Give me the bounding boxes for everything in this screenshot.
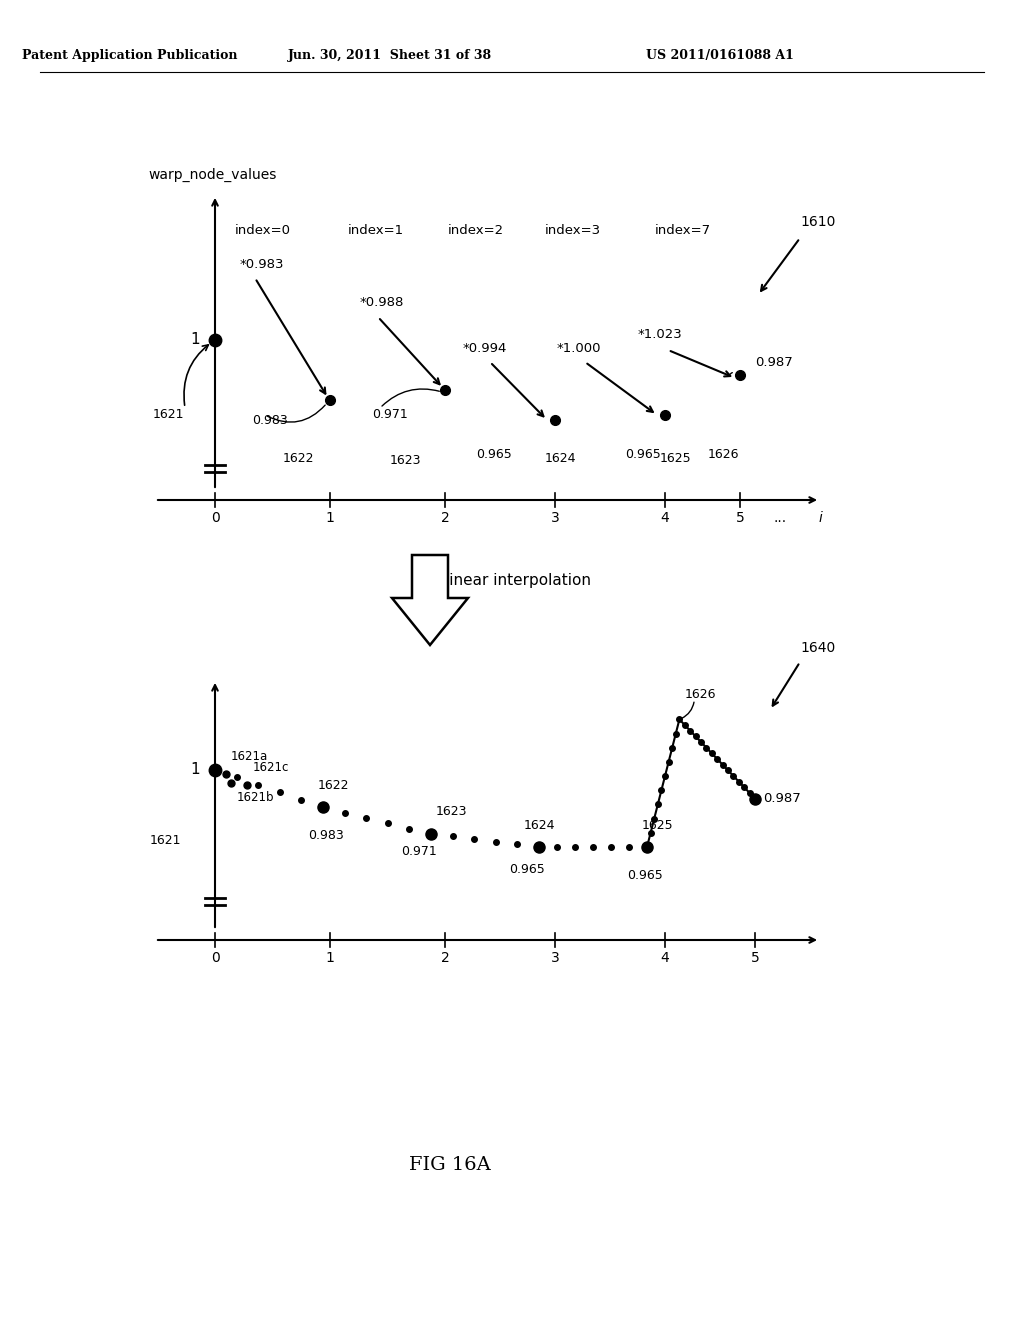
Text: 0.965: 0.965 — [476, 449, 512, 462]
Text: 0: 0 — [211, 511, 219, 525]
Text: 2: 2 — [440, 950, 450, 965]
Text: Jun. 30, 2011  Sheet 31 of 38: Jun. 30, 2011 Sheet 31 of 38 — [288, 49, 493, 62]
Text: 0.965: 0.965 — [625, 449, 660, 462]
Text: 0: 0 — [211, 950, 219, 965]
Text: FIG 16A: FIG 16A — [410, 1156, 490, 1173]
Text: index=2: index=2 — [449, 223, 504, 236]
Text: 1610: 1610 — [800, 215, 836, 228]
Text: index=3: index=3 — [545, 223, 601, 236]
Text: 0.971: 0.971 — [372, 408, 408, 421]
Text: Patent Application Publication: Patent Application Publication — [23, 49, 238, 62]
Text: 0.965: 0.965 — [509, 862, 545, 875]
Text: ...: ... — [773, 511, 786, 525]
Text: 4: 4 — [660, 950, 670, 965]
Text: 0.983: 0.983 — [308, 829, 344, 842]
Text: linear interpolation: linear interpolation — [445, 573, 591, 587]
Text: 0.965: 0.965 — [627, 869, 663, 882]
Text: 1623: 1623 — [390, 454, 422, 466]
Text: 0.983: 0.983 — [252, 413, 288, 426]
Text: *0.988: *0.988 — [360, 296, 404, 309]
Text: index=1: index=1 — [348, 223, 404, 236]
Text: 1: 1 — [190, 333, 200, 347]
Text: 5: 5 — [735, 511, 744, 525]
Polygon shape — [392, 554, 468, 645]
Text: 0.987: 0.987 — [763, 792, 801, 805]
Text: 1: 1 — [326, 950, 335, 965]
Text: *1.000: *1.000 — [557, 342, 601, 355]
Text: 0.987: 0.987 — [755, 355, 793, 368]
Text: i: i — [818, 511, 822, 525]
Text: 1625: 1625 — [660, 451, 691, 465]
Text: 1621: 1621 — [153, 408, 183, 421]
Text: 1625: 1625 — [642, 818, 674, 832]
Text: warp_node_values: warp_node_values — [148, 168, 276, 182]
Text: 4: 4 — [660, 511, 670, 525]
Text: 1621a: 1621a — [230, 750, 268, 763]
Text: index=7: index=7 — [655, 223, 711, 236]
Text: 1622: 1622 — [318, 779, 349, 792]
Text: 1623: 1623 — [436, 805, 468, 818]
Text: *0.983: *0.983 — [240, 259, 285, 272]
Text: index=0: index=0 — [234, 223, 291, 236]
Text: US 2011/0161088 A1: US 2011/0161088 A1 — [646, 49, 794, 62]
Text: 1621c: 1621c — [252, 760, 289, 774]
Text: 1626: 1626 — [684, 688, 716, 701]
Text: 5: 5 — [751, 950, 760, 965]
Text: 3: 3 — [551, 950, 559, 965]
Text: 1640: 1640 — [800, 642, 836, 655]
Text: 1621b: 1621b — [237, 791, 273, 804]
Text: 1626: 1626 — [708, 449, 739, 462]
Text: 1: 1 — [326, 511, 335, 525]
Text: 2: 2 — [440, 511, 450, 525]
Text: *1.023: *1.023 — [638, 329, 683, 342]
Text: 3: 3 — [551, 511, 559, 525]
Text: 1624: 1624 — [545, 451, 577, 465]
Text: 1: 1 — [190, 763, 200, 777]
Text: *0.994: *0.994 — [463, 342, 507, 355]
Text: 1622: 1622 — [283, 451, 314, 465]
Text: 1621: 1621 — [150, 833, 181, 846]
Text: 0.971: 0.971 — [401, 845, 437, 858]
Text: 1624: 1624 — [524, 818, 555, 832]
